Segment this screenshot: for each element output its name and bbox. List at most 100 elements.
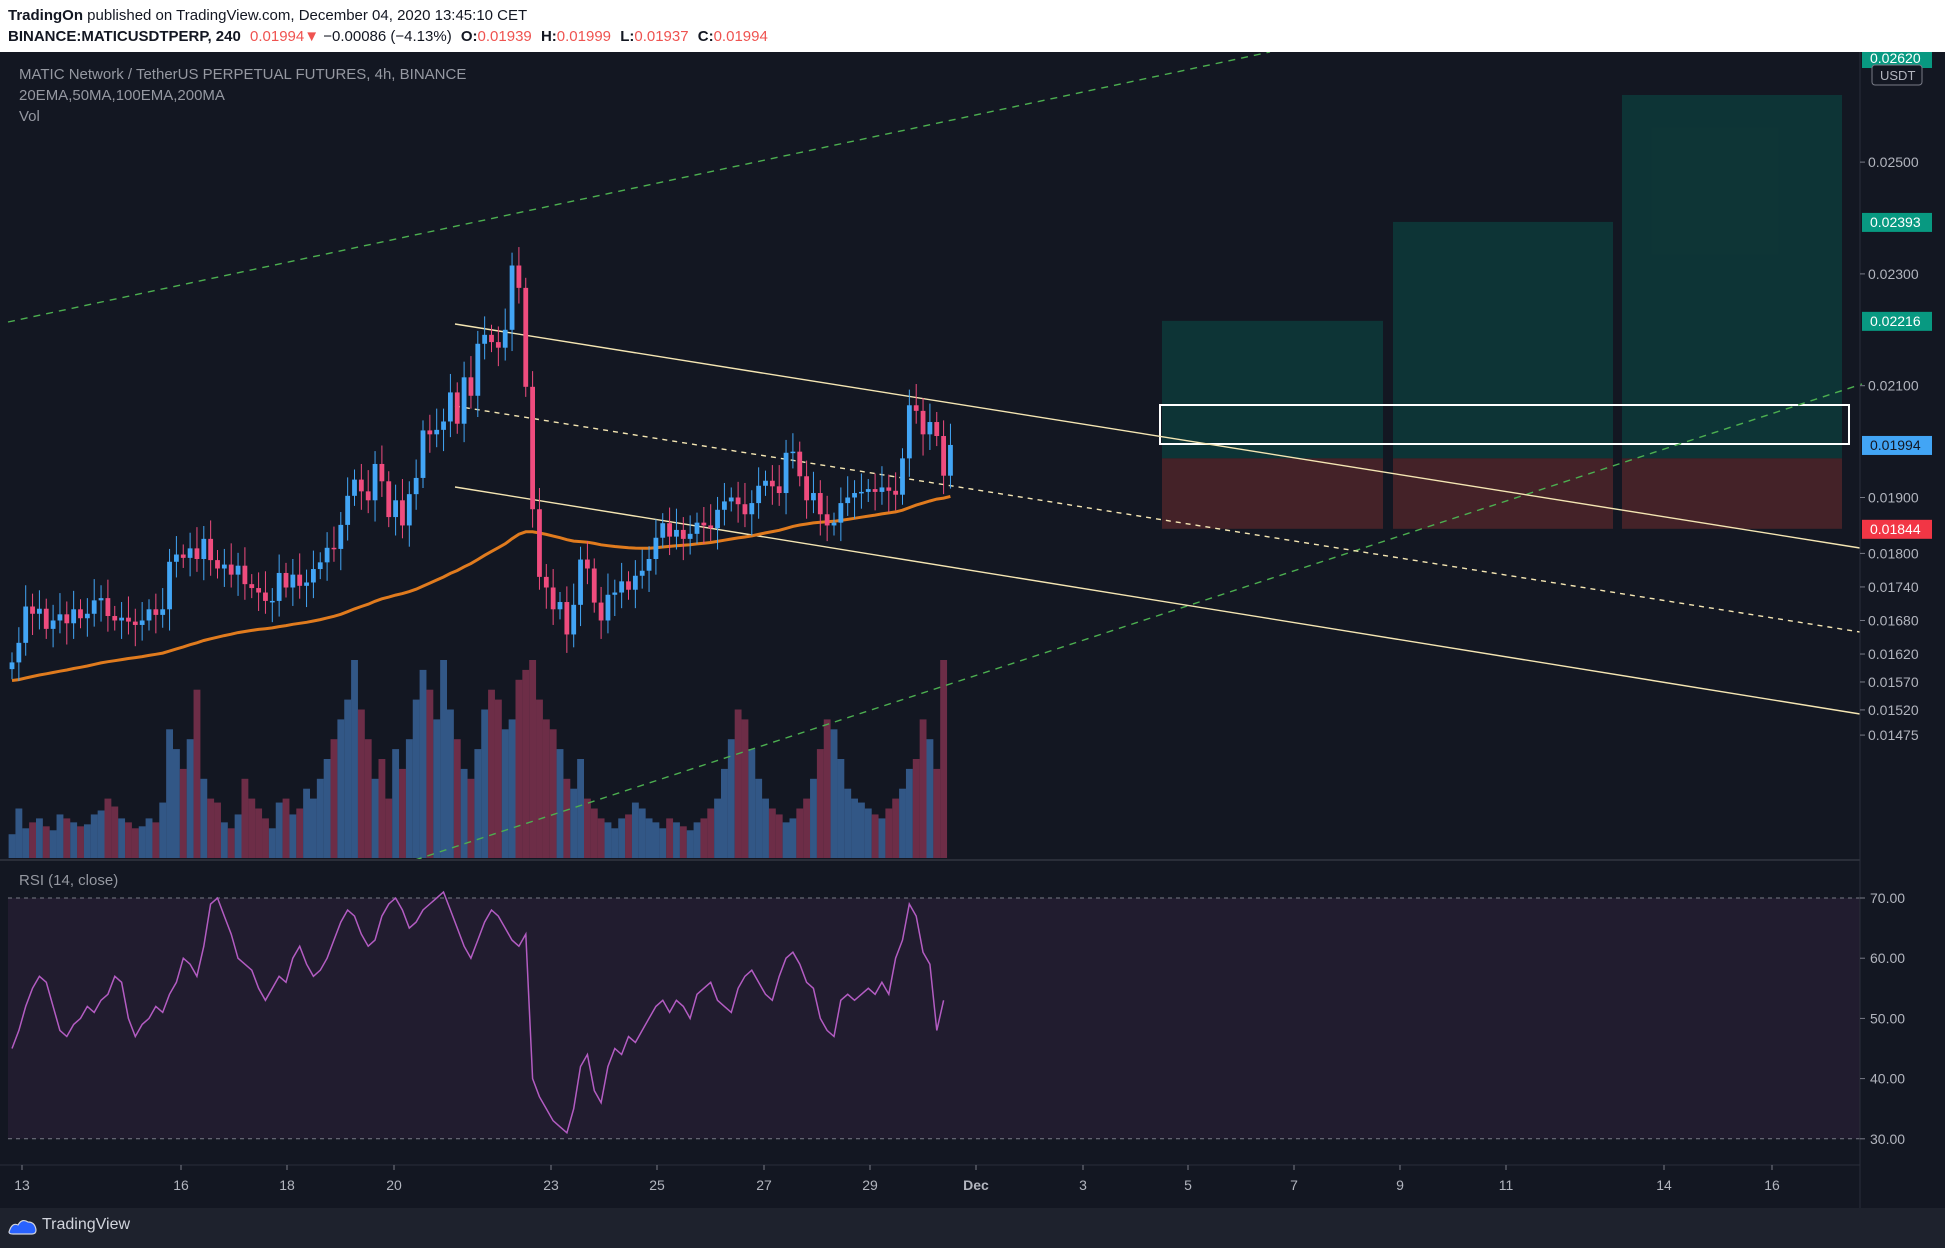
candle-body[interactable] <box>413 477 419 495</box>
channel-lower-line[interactable] <box>414 383 1863 861</box>
candle-body[interactable] <box>448 392 453 422</box>
candle-body[interactable] <box>23 606 29 643</box>
candle-body[interactable] <box>16 642 22 663</box>
candle-body[interactable] <box>64 614 70 624</box>
candle-body[interactable] <box>804 476 809 501</box>
candle-body[interactable] <box>441 421 446 430</box>
candle-body[interactable] <box>160 609 166 615</box>
candle-body[interactable] <box>119 617 124 621</box>
candle-body[interactable] <box>78 609 83 619</box>
candle-body[interactable] <box>461 377 467 424</box>
candle-body[interactable] <box>221 564 227 569</box>
candle-body[interactable] <box>735 497 741 505</box>
candle-body[interactable] <box>358 479 364 492</box>
candle-body[interactable] <box>174 554 179 562</box>
candle-body[interactable] <box>571 604 577 635</box>
candle-body[interactable] <box>790 451 796 454</box>
candle-body[interactable] <box>763 480 768 486</box>
candle-body[interactable] <box>201 538 207 559</box>
candle-body[interactable] <box>489 334 494 343</box>
price-label-last[interactable]: 0.01994 <box>1870 437 1921 453</box>
candle-body[interactable] <box>906 405 912 459</box>
candle-body[interactable] <box>43 608 49 629</box>
candle-body[interactable] <box>105 598 111 617</box>
candle-body[interactable] <box>208 538 214 561</box>
candle-body[interactable] <box>694 522 700 534</box>
candle-body[interactable] <box>228 564 234 575</box>
candle-body[interactable] <box>913 405 919 411</box>
candle-body[interactable] <box>400 500 405 526</box>
candle-body[interactable] <box>290 574 296 588</box>
candle-body[interactable] <box>557 602 563 610</box>
candle-body[interactable] <box>742 504 748 515</box>
candle-body[interactable] <box>674 529 679 537</box>
upper-trend-line[interactable] <box>454 323 1861 549</box>
candle-body[interactable] <box>893 490 899 495</box>
candle-body[interactable] <box>900 458 905 495</box>
candle-body[interactable] <box>824 514 830 526</box>
candle-body[interactable] <box>537 509 542 577</box>
candle-body[interactable] <box>263 592 268 601</box>
target-zone-2[interactable] <box>1393 221 1613 459</box>
candle-body[interactable] <box>372 463 378 501</box>
candle-body[interactable] <box>865 489 871 492</box>
candle-body[interactable] <box>420 430 426 478</box>
price-label-target[interactable]: 0.02393 <box>1870 214 1921 230</box>
candle-body[interactable] <box>687 533 693 539</box>
candle-body[interactable] <box>249 584 255 589</box>
candle-body[interactable] <box>57 614 63 621</box>
candle-body[interactable] <box>879 487 885 492</box>
drawing-lines[interactable] <box>7 52 1863 861</box>
candle-body[interactable] <box>30 606 35 614</box>
candle-body[interactable] <box>365 491 371 501</box>
candle-body[interactable] <box>543 576 549 588</box>
risk-reward-boxes[interactable] <box>1159 95 1850 529</box>
candle-body[interactable] <box>660 523 666 538</box>
candle-body[interactable] <box>276 572 282 601</box>
candle-body[interactable] <box>180 554 186 558</box>
candle-body[interactable] <box>859 491 864 494</box>
candle-body[interactable] <box>338 524 344 549</box>
candle-body[interactable] <box>530 386 535 510</box>
candle-body[interactable] <box>653 537 659 559</box>
candle-body[interactable] <box>550 587 556 610</box>
axes[interactable]: 0.02500 0.02300 0.02100 0.01900 0.01800 0.017… <box>0 52 1932 1208</box>
candle-body[interactable] <box>324 547 330 563</box>
candle-body[interactable] <box>427 430 433 435</box>
candle-body[interactable] <box>84 613 90 619</box>
candle-body[interactable] <box>797 451 803 477</box>
candle-body[interactable] <box>934 422 940 437</box>
candle-body[interactable] <box>406 494 412 526</box>
candle-body[interactable] <box>667 523 672 537</box>
stop-zone-1[interactable] <box>1162 458 1383 529</box>
candle-body[interactable] <box>776 486 782 494</box>
price-chart[interactable]: 0.02500 0.02300 0.02100 0.01900 0.01800 0.017… <box>0 52 1945 1208</box>
candle-body[interactable] <box>132 621 138 625</box>
candle-body[interactable] <box>927 422 933 435</box>
candle-body[interactable] <box>811 493 816 501</box>
currency-badge-label[interactable]: USDT <box>1880 68 1915 83</box>
lower-trend-line[interactable] <box>454 486 1861 715</box>
candle-body[interactable] <box>126 617 131 622</box>
candle-body[interactable] <box>37 608 42 614</box>
candle-body[interactable] <box>564 602 570 635</box>
candle-body[interactable] <box>845 497 851 504</box>
candle-body[interactable] <box>352 479 357 496</box>
price-label-target[interactable]: 0.02216 <box>1870 313 1921 329</box>
price-label-target[interactable]: 0.02620 <box>1870 52 1921 66</box>
candle-body[interactable] <box>722 501 727 510</box>
candle-body[interactable] <box>831 522 837 526</box>
candle-body[interactable] <box>817 493 823 515</box>
price-label-stop[interactable]: 0.01844 <box>1870 521 1921 537</box>
stop-zone-2[interactable] <box>1393 458 1613 529</box>
candle-body[interactable] <box>475 343 481 396</box>
candle-body[interactable] <box>139 620 145 625</box>
entry-zone-rectangle[interactable] <box>1159 404 1850 445</box>
candle-body[interactable] <box>509 265 515 330</box>
candle-body[interactable] <box>153 609 159 615</box>
candle-body[interactable] <box>502 329 508 348</box>
candle-body[interactable] <box>612 592 618 595</box>
currency-badge[interactable] <box>1871 64 1923 86</box>
candle-body[interactable] <box>304 582 309 586</box>
candle-body[interactable] <box>215 560 220 569</box>
